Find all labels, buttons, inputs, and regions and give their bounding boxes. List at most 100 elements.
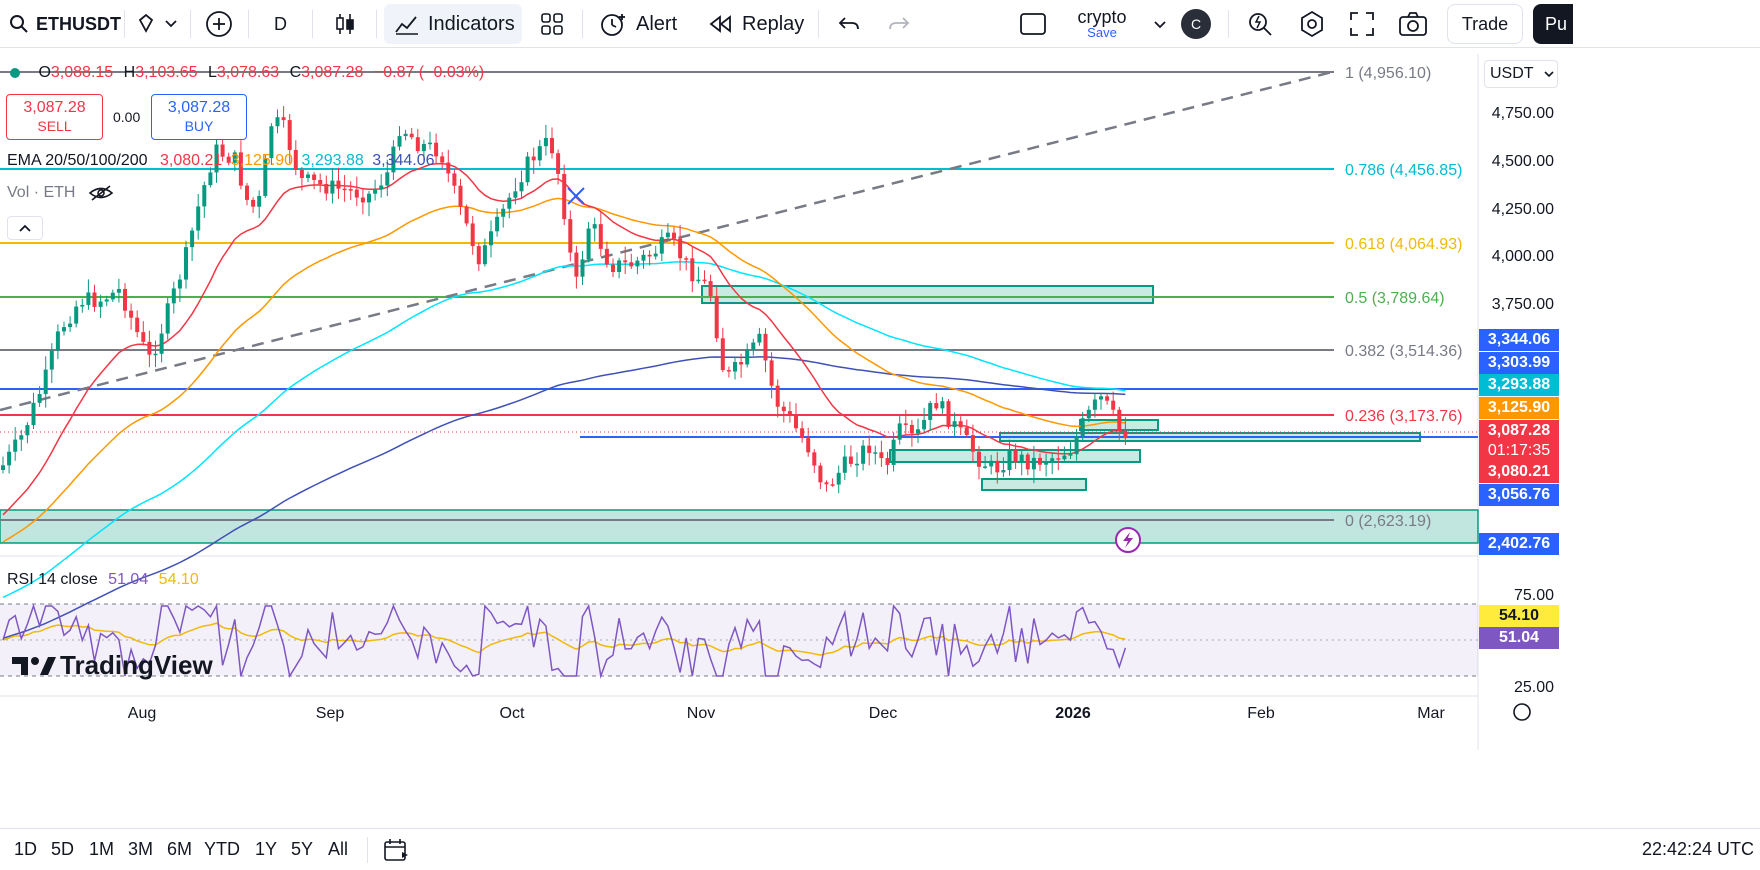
volume-legend[interactable]: Vol · ETH [7, 184, 114, 202]
candle-body [123, 288, 127, 311]
utc-clock[interactable]: 22:42:24 UTC [1641, 839, 1754, 859]
candle-body [592, 224, 597, 229]
rsi-ma-line [2, 622, 1126, 656]
replay-button[interactable]: Replay [706, 4, 804, 44]
fib-label: 0.786 (4,456.85) [1345, 162, 1462, 179]
chart-type-button[interactable] [332, 4, 358, 44]
currency-selector[interactable]: USDT [1484, 60, 1558, 88]
chart-canvas[interactable]: 1 (4,956.10) 0.786 (4,456.85) 0.618 (4,064… [0, 54, 1760, 870]
candle-body [946, 401, 951, 427]
axis-settings-icon[interactable] [1513, 703, 1531, 721]
range-button-1y[interactable]: 1Y [255, 839, 278, 859]
candle-body [470, 223, 475, 247]
candle-body [1044, 462, 1049, 465]
redo-button[interactable] [886, 4, 912, 44]
change-value: −0.87 (−0.03%) [373, 64, 485, 81]
candle-body [336, 180, 341, 189]
layout-save-label: Save [1087, 25, 1117, 40]
range-button-5y[interactable]: 5Y [291, 839, 314, 859]
fib-retracement[interactable]: 1 (4,956.10) 0.786 (4,456.85) 0.618 (4,064… [0, 65, 1462, 530]
candle-body [568, 219, 573, 253]
range-button-1d[interactable]: 1D [14, 839, 38, 859]
candle-body [897, 423, 902, 440]
rsi-tag: 54.10 [1479, 605, 1559, 627]
symbol-search-button[interactable]: ETHUSDT [8, 4, 121, 44]
settings-button[interactable] [1297, 4, 1327, 44]
candle-body [519, 182, 524, 192]
plus-circle-icon [206, 11, 232, 37]
account-avatar[interactable]: C [1181, 4, 1211, 44]
range-button-all[interactable]: All [328, 839, 349, 859]
indicators-button[interactable]: Indicators [384, 4, 522, 44]
trend-line[interactable] [0, 70, 1333, 412]
candle-body [513, 191, 518, 198]
ema-legend[interactable]: EMA 20/50/100/200 3,080.21 3,125.90 3,29… [7, 152, 435, 170]
lightning-search-icon [1249, 13, 1272, 36]
open-value: 3,088.15 [50, 64, 114, 81]
candle-body [147, 341, 152, 355]
supply-zone-upper[interactable] [701, 285, 1154, 304]
eye-hidden-icon[interactable] [88, 184, 114, 202]
compare-symbol-button[interactable] [205, 4, 233, 44]
candle-body [659, 237, 664, 254]
undo-button[interactable] [836, 4, 862, 44]
candle-body [1123, 430, 1128, 439]
candle-body [690, 258, 695, 282]
go-to-date-button[interactable] [382, 837, 410, 868]
buy-label: BUY [184, 118, 214, 134]
candle-body [98, 301, 103, 307]
candle-body [769, 360, 774, 386]
price-axis[interactable]: 4,750.00 4,500.00 4,250.00 4,000.00 3,750.00… [1492, 105, 1554, 696]
candle-body [476, 246, 481, 265]
rsi-legend[interactable]: RSI 14 close 51.04 54.10 [7, 571, 199, 589]
publish-button[interactable]: Pu [1533, 4, 1573, 44]
event-lightning-icon[interactable] [1115, 527, 1141, 553]
rsi-label: RSI 14 close [7, 571, 98, 588]
templates-button[interactable] [538, 4, 566, 44]
close-value: 3,087.28 [301, 64, 364, 81]
candle-body [159, 333, 164, 354]
buy-button[interactable]: 3,087.28 BUY [151, 94, 247, 140]
range-button-1m[interactable]: 1M [89, 839, 115, 859]
fib-label: 0.5 (3,789.64) [1345, 290, 1445, 307]
candle-body [293, 149, 298, 170]
layout-save-button[interactable]: crypto Save [1072, 4, 1132, 44]
watchlist-flag-button[interactable] [136, 4, 180, 44]
price-tag: 3,303.99 [1479, 352, 1559, 374]
candle-body [909, 424, 914, 434]
candle-body [220, 144, 225, 157]
sell-button[interactable]: 3,087.28 SELL [6, 94, 103, 140]
quick-search-button[interactable] [1246, 4, 1274, 44]
trade-button[interactable]: Trade [1447, 4, 1523, 44]
candle-body [330, 180, 335, 194]
tradingview-logo[interactable]: TradingView [10, 650, 213, 681]
chevron-down-icon [1154, 21, 1166, 29]
fullscreen-button[interactable] [1348, 4, 1376, 44]
candle-body [1092, 399, 1097, 410]
snapshot-button[interactable] [1397, 4, 1429, 44]
candle-body [940, 401, 945, 409]
candle-body [970, 435, 975, 452]
range-button-6m[interactable]: 6M [167, 839, 193, 859]
interval-button[interactable]: D [274, 13, 287, 34]
range-button-5d[interactable]: 5D [51, 839, 75, 859]
candle-body [983, 466, 988, 468]
range-button-3m[interactable]: 3M [128, 839, 154, 859]
candle-body [781, 406, 786, 412]
collapse-legend-button[interactable] [7, 216, 43, 240]
candle-body [537, 146, 542, 161]
alert-button[interactable]: Alert [598, 4, 677, 44]
candle-body [604, 248, 609, 265]
square-layout-icon [1020, 13, 1046, 35]
time-axis[interactable]: Aug Sep Oct Nov Dec 2026 Feb Mar [128, 703, 1531, 722]
layout-menu-button[interactable] [1150, 4, 1170, 44]
fullscreen-icon [1350, 12, 1374, 36]
chart-area[interactable]: 1 (4,956.10) 0.786 (4,456.85) 0.618 (4,064… [0, 54, 1760, 870]
range-button-ytd[interactable]: YTD [204, 839, 240, 859]
demand-zone-main[interactable] [0, 509, 1479, 544]
candle-body [482, 245, 487, 265]
candle-body [617, 260, 622, 272]
layout-button[interactable] [1018, 4, 1048, 44]
candle-body [7, 451, 12, 466]
candle-body [1099, 396, 1103, 400]
